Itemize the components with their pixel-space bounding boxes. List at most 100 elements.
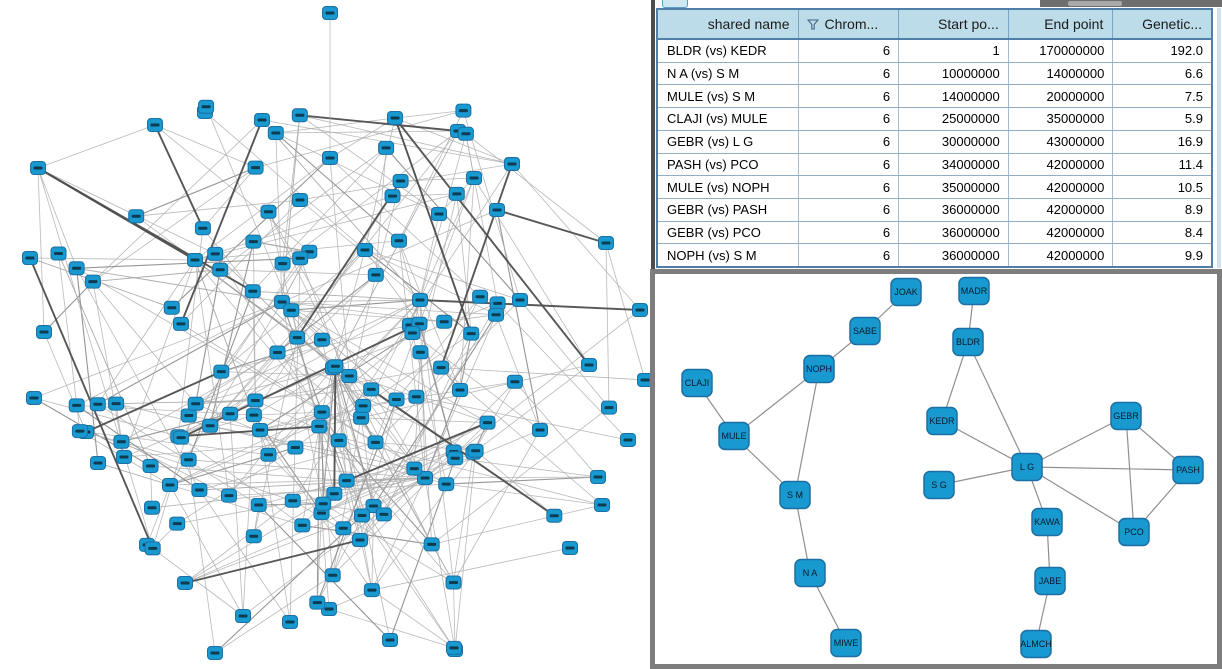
network-node[interactable] <box>142 459 159 473</box>
table-cell[interactable]: 34000000 <box>899 153 1009 176</box>
table-cell[interactable]: 7.5 <box>1184 88 1203 104</box>
table-cell[interactable]: 42000000 <box>1009 244 1114 267</box>
network-node[interactable] <box>147 118 163 132</box>
network-node[interactable] <box>162 478 178 492</box>
table-cell[interactable]: 192.0 <box>1170 43 1203 59</box>
network-node[interactable] <box>250 498 267 512</box>
table-cell[interactable]: MULE (vs) NOPH <box>658 176 800 198</box>
network-node[interactable] <box>489 203 505 217</box>
filter-icon[interactable] <box>807 18 820 30</box>
table-cell[interactable]: 43000000 <box>1009 130 1114 153</box>
network-node[interactable] <box>423 537 440 552</box>
table-cell[interactable]: 16.9 <box>1177 134 1203 150</box>
network-node[interactable] <box>392 174 409 188</box>
network-node[interactable] <box>292 251 309 266</box>
network-node[interactable] <box>68 398 85 413</box>
network-node[interactable] <box>180 408 197 423</box>
network-node[interactable] <box>562 541 578 555</box>
network-node[interactable] <box>355 398 372 413</box>
subnetwork-node[interactable]: L G <box>1011 452 1043 482</box>
scrollbar-thumb[interactable] <box>1068 1 1122 6</box>
network-node[interactable] <box>463 326 480 341</box>
network-node[interactable] <box>406 461 423 476</box>
network-node[interactable] <box>363 583 380 598</box>
network-node[interactable] <box>292 193 308 207</box>
subnetwork-edge[interactable] <box>794 368 820 496</box>
network-node[interactable] <box>311 419 328 434</box>
network-node[interactable] <box>378 140 395 155</box>
table-cell[interactable]: 6 <box>799 85 900 108</box>
subnetwork-edge[interactable] <box>1026 466 1135 533</box>
network-node[interactable] <box>173 316 189 331</box>
table-cell[interactable]: PASH (vs) PCO <box>658 153 800 176</box>
table-cell[interactable]: 10000000 <box>899 62 1009 85</box>
network-node[interactable] <box>173 430 190 445</box>
subnetwork-node[interactable]: ALMCH <box>1020 629 1052 659</box>
table-cell[interactable]: 20000000 <box>1009 85 1114 108</box>
network-node[interactable] <box>267 126 284 140</box>
network-node[interactable] <box>260 447 277 462</box>
table-cell[interactable]: 6 <box>799 198 900 221</box>
subnetwork-node[interactable]: S G <box>923 470 955 500</box>
table-cell[interactable]: 8.9 <box>1184 202 1203 218</box>
network-node[interactable] <box>187 396 204 411</box>
network-node[interactable] <box>284 493 301 508</box>
network-node[interactable] <box>254 113 270 127</box>
network-node[interactable] <box>367 267 384 282</box>
network-node[interactable] <box>260 204 277 219</box>
network-node[interactable] <box>235 609 251 623</box>
network-node[interactable] <box>313 405 330 420</box>
table-row[interactable]: GEBR (vs) PASH 6 36000000 42000000 8.9 <box>658 198 1211 222</box>
network-node[interactable] <box>387 111 403 125</box>
table-row[interactable]: MULE (vs) NOPH 6 35000000 42000000 10.5 <box>658 176 1211 199</box>
network-node[interactable] <box>291 108 308 123</box>
toolbar-tab-fragment[interactable] <box>662 0 688 8</box>
subnetwork-node[interactable]: N A <box>794 558 826 588</box>
network-node[interactable] <box>388 392 405 407</box>
network-node[interactable] <box>431 207 447 221</box>
network-node[interactable] <box>245 529 262 544</box>
network-node[interactable] <box>245 408 262 423</box>
network-node[interactable] <box>466 171 482 185</box>
table-vertical-scrollbar[interactable] <box>1217 8 1221 268</box>
table-cell[interactable]: CLAJI (vs) MULE <box>658 108 800 130</box>
network-node[interactable] <box>512 293 528 307</box>
network-node[interactable] <box>412 293 428 307</box>
network-node[interactable] <box>404 326 421 340</box>
table-cell[interactable]: 42000000 <box>1009 176 1114 198</box>
subnetwork-node[interactable]: JOAK <box>890 277 922 307</box>
network-node[interactable] <box>194 221 211 236</box>
table-cell[interactable]: MULE (vs) S M <box>658 85 800 108</box>
subnetwork-node[interactable]: CLAJI <box>681 368 713 398</box>
network-node[interactable] <box>283 303 300 318</box>
network-node[interactable] <box>287 440 304 455</box>
network-node[interactable] <box>546 508 563 523</box>
network-node[interactable] <box>36 325 52 339</box>
network-node[interactable] <box>488 307 504 322</box>
network-node[interactable] <box>445 575 462 590</box>
network-node[interactable] <box>581 358 597 372</box>
network-node[interactable] <box>84 274 101 289</box>
table-cell[interactable]: 42000000 <box>1009 153 1114 176</box>
network-node[interactable] <box>50 246 67 261</box>
network-node[interactable] <box>330 433 347 448</box>
table-cell[interactable]: 8.4 <box>1184 224 1203 240</box>
network-node[interactable] <box>247 393 264 408</box>
scrollbar-track-fragment[interactable] <box>1040 0 1222 7</box>
table-row[interactable]: BLDR (vs) KEDR 6 1 170000000 192.0 <box>658 40 1211 63</box>
table-cell[interactable]: 42000000 <box>1009 198 1114 221</box>
subnetwork-node[interactable]: MADR <box>958 276 990 306</box>
network-node[interactable] <box>71 424 88 439</box>
network-node[interactable] <box>89 397 106 412</box>
network-node[interactable] <box>198 99 215 114</box>
network-node[interactable] <box>22 251 38 265</box>
table-cell[interactable]: 9.9 <box>1184 247 1203 263</box>
network-node[interactable] <box>322 151 338 165</box>
table-cell[interactable]: 14000000 <box>1009 62 1114 85</box>
subnetwork-node[interactable]: S M <box>779 480 811 510</box>
table-row[interactable]: GEBR (vs) PCO 6 36000000 42000000 8.4 <box>658 221 1211 245</box>
subnetwork-node[interactable]: MULE <box>718 421 750 451</box>
table-cell[interactable]: 36000000 <box>899 244 1009 267</box>
network-node[interactable] <box>90 456 106 470</box>
network-node[interactable] <box>479 415 496 430</box>
